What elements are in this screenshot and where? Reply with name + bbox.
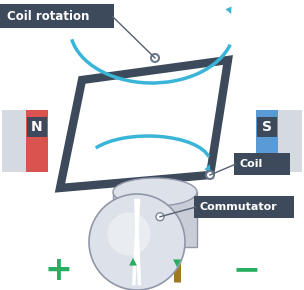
Text: Coil rotation: Coil rotation [7, 10, 89, 23]
FancyBboxPatch shape [0, 4, 114, 28]
FancyBboxPatch shape [258, 115, 276, 167]
Circle shape [89, 194, 185, 290]
FancyBboxPatch shape [113, 192, 197, 247]
Circle shape [107, 212, 150, 255]
Circle shape [151, 54, 159, 62]
FancyBboxPatch shape [30, 115, 48, 167]
Text: S: S [262, 120, 272, 134]
FancyBboxPatch shape [194, 196, 294, 218]
FancyBboxPatch shape [2, 110, 48, 172]
FancyBboxPatch shape [257, 117, 277, 137]
FancyBboxPatch shape [234, 153, 290, 175]
FancyBboxPatch shape [27, 117, 47, 137]
Text: Coil: Coil [240, 159, 263, 169]
FancyBboxPatch shape [256, 110, 278, 172]
FancyBboxPatch shape [258, 110, 302, 172]
Text: −: − [232, 253, 260, 287]
Circle shape [156, 213, 164, 221]
Text: +: + [44, 253, 72, 287]
Ellipse shape [113, 178, 197, 206]
Circle shape [206, 171, 214, 179]
FancyBboxPatch shape [116, 194, 135, 247]
FancyBboxPatch shape [26, 110, 48, 172]
Text: N: N [31, 120, 43, 134]
Text: Commutator: Commutator [200, 202, 278, 212]
